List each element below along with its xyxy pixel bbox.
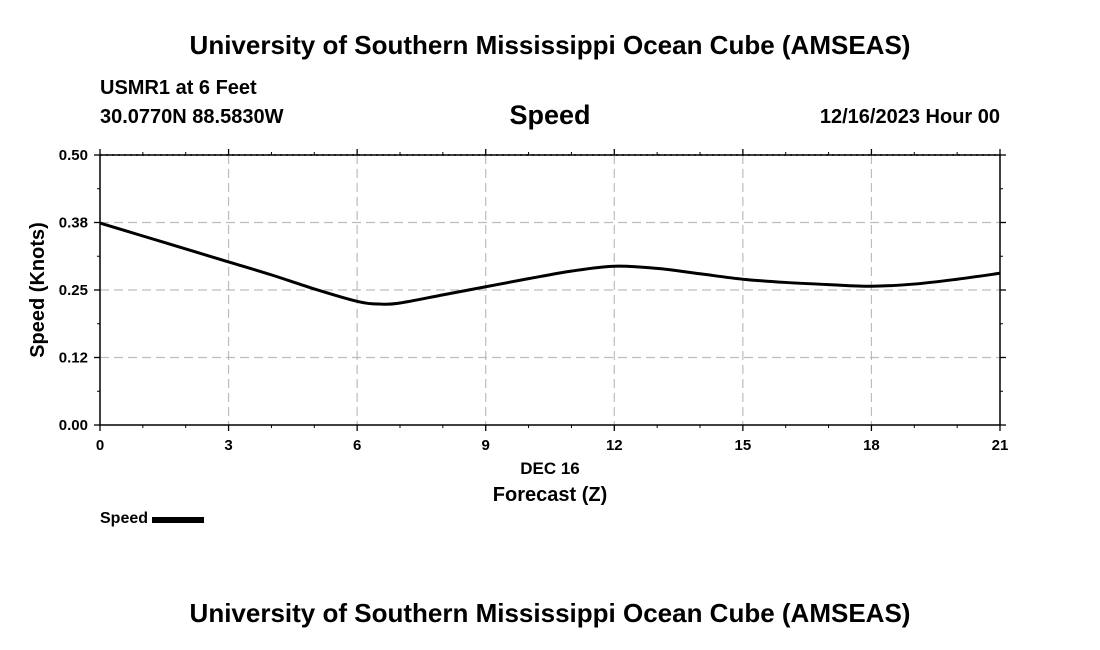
speed-data-point <box>185 248 187 250</box>
y-tick-label: 0.00 <box>59 417 88 434</box>
x-tick-label: 21 <box>992 437 1009 454</box>
speed-data-point <box>313 288 315 290</box>
legend-label: Speed <box>100 510 149 527</box>
y-tick-label: 0.38 <box>59 215 88 232</box>
speed-data-point <box>870 285 872 287</box>
page-title: University of Southern Mississippi Ocean… <box>189 30 911 60</box>
y-tick-label: 0.50 <box>59 147 88 164</box>
legend: Speed <box>100 510 205 528</box>
speed-data-point <box>656 267 658 269</box>
x-tick-label: 9 <box>482 437 490 454</box>
x-tick-label: 0 <box>96 437 104 454</box>
x-tick-label: 6 <box>353 437 361 454</box>
speed-data-point <box>613 265 615 267</box>
tick-labels: 0 3 6 9 12 15 18 21 0.00 0.12 0.25 0.38 0.50 <box>59 147 1009 454</box>
speed-data-point <box>699 273 701 275</box>
speed-data-point <box>399 302 401 304</box>
plot-frame <box>99 154 1001 426</box>
speed-data-point <box>442 294 444 296</box>
speed-data-point <box>528 278 530 280</box>
y-tick-label: 0.25 <box>59 282 88 299</box>
speed-series-line <box>99 221 1001 306</box>
speed-data-point <box>142 235 144 237</box>
footer-title: University of Southern Mississippi Ocean… <box>189 598 911 628</box>
y-tick-label: 0.12 <box>59 350 88 367</box>
x-tick-label: 3 <box>224 437 232 454</box>
station-label: USMR1 at 6 Feet <box>100 77 257 99</box>
speed-data-point <box>570 270 572 272</box>
speed-data-point <box>378 303 380 305</box>
speed-data-point <box>270 274 272 276</box>
speed-data-point <box>356 300 358 302</box>
chart-title: Speed <box>509 100 591 130</box>
forecast-datetime: 12/16/2023 Hour 00 <box>819 106 1000 128</box>
speed-data-point <box>828 284 830 286</box>
x-tick-label: 12 <box>606 437 623 454</box>
speed-data-point <box>913 283 915 285</box>
x-tick-label: 15 <box>735 437 752 454</box>
x-date-label: DEC 16 <box>520 459 580 478</box>
speed-data-point <box>485 286 487 288</box>
speed-data-point <box>742 278 744 280</box>
y-axis-label: Speed (Knots) <box>27 222 49 358</box>
x-axis-label: Forecast (Z) <box>493 484 607 506</box>
grid <box>100 154 1000 425</box>
speed-data-point <box>785 281 787 283</box>
speed-data-point <box>956 278 958 280</box>
x-tick-label: 18 <box>863 437 880 454</box>
series-group <box>99 221 1001 306</box>
speed-data-point <box>228 261 230 263</box>
coordinates-label: 30.0770N 88.5830W <box>100 106 284 128</box>
legend-swatch <box>152 517 205 523</box>
